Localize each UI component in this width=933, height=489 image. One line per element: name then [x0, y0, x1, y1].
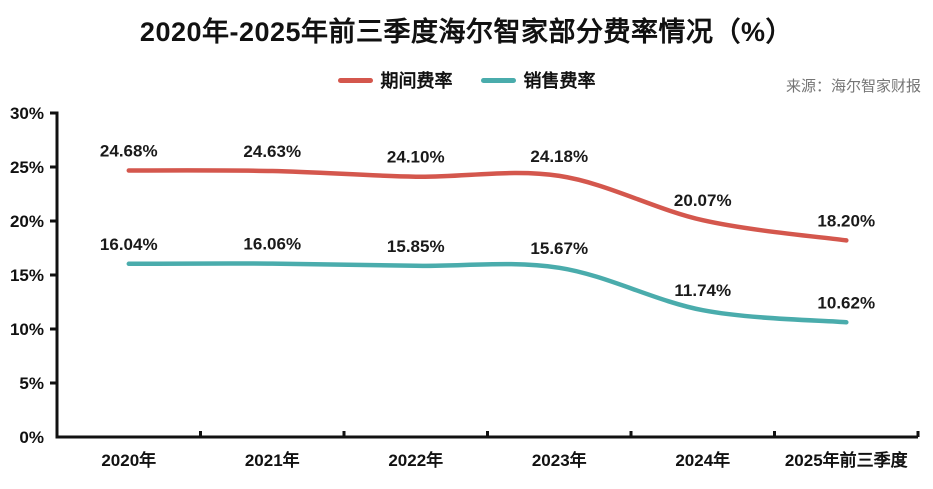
legend-item-period-expense: 期间费率 — [337, 67, 453, 93]
x-axis-label: 2024年 — [675, 450, 730, 470]
x-axis-label: 2025年前三季度 — [785, 450, 909, 470]
y-axis-label: 5% — [19, 374, 44, 393]
series-line-0 — [126, 168, 849, 243]
data-label-series-1: 11.74% — [674, 281, 731, 300]
data-label-series-0: 24.68% — [100, 141, 158, 160]
data-label-series-1: 15.85% — [387, 237, 445, 256]
data-label-series-0: 24.18% — [530, 147, 588, 166]
data-label-series-1: 16.06% — [243, 235, 301, 254]
series-line-1 — [126, 261, 849, 325]
data-label-series-0: 20.07% — [674, 191, 732, 210]
legend-label-period-expense: 期间费率 — [380, 71, 453, 91]
y-axis-label: 0% — [19, 428, 44, 447]
y-axis-label: 30% — [10, 104, 44, 123]
data-label-series-1: 10.62% — [817, 293, 875, 312]
x-axis-label: 2023年 — [532, 450, 587, 470]
data-label-series-0: 18.20% — [817, 211, 875, 230]
x-axis-label: 2022年 — [388, 450, 443, 470]
legend-label-sales-expense: 销售费率 — [523, 71, 596, 91]
data-label-series-1: 16.04% — [100, 235, 158, 254]
x-axis-label: 2021年 — [245, 450, 300, 470]
y-axis-label: 20% — [10, 212, 44, 231]
axis-lines — [55, 111, 918, 439]
y-axis-label: 25% — [10, 158, 44, 177]
sales-expense-line-swatch — [480, 77, 516, 83]
y-axis-label: 15% — [10, 266, 44, 285]
data-label-series-1: 15.67% — [530, 239, 588, 258]
data-label-series-0: 24.10% — [387, 148, 445, 167]
data-label-series-0: 24.63% — [243, 142, 301, 161]
y-axis-label: 10% — [10, 320, 44, 339]
legend: 期间费率 销售费率 — [0, 67, 933, 93]
source-note: 来源：海尔智家财报 — [785, 78, 921, 95]
x-axis-label: 2020年 — [101, 450, 156, 470]
legend-item-sales-expense: 销售费率 — [480, 67, 596, 93]
period-expense-line-swatch — [337, 77, 373, 83]
chart-title: 2020年-2025年前三季度海尔智家部分费率情况（%） — [139, 17, 794, 47]
